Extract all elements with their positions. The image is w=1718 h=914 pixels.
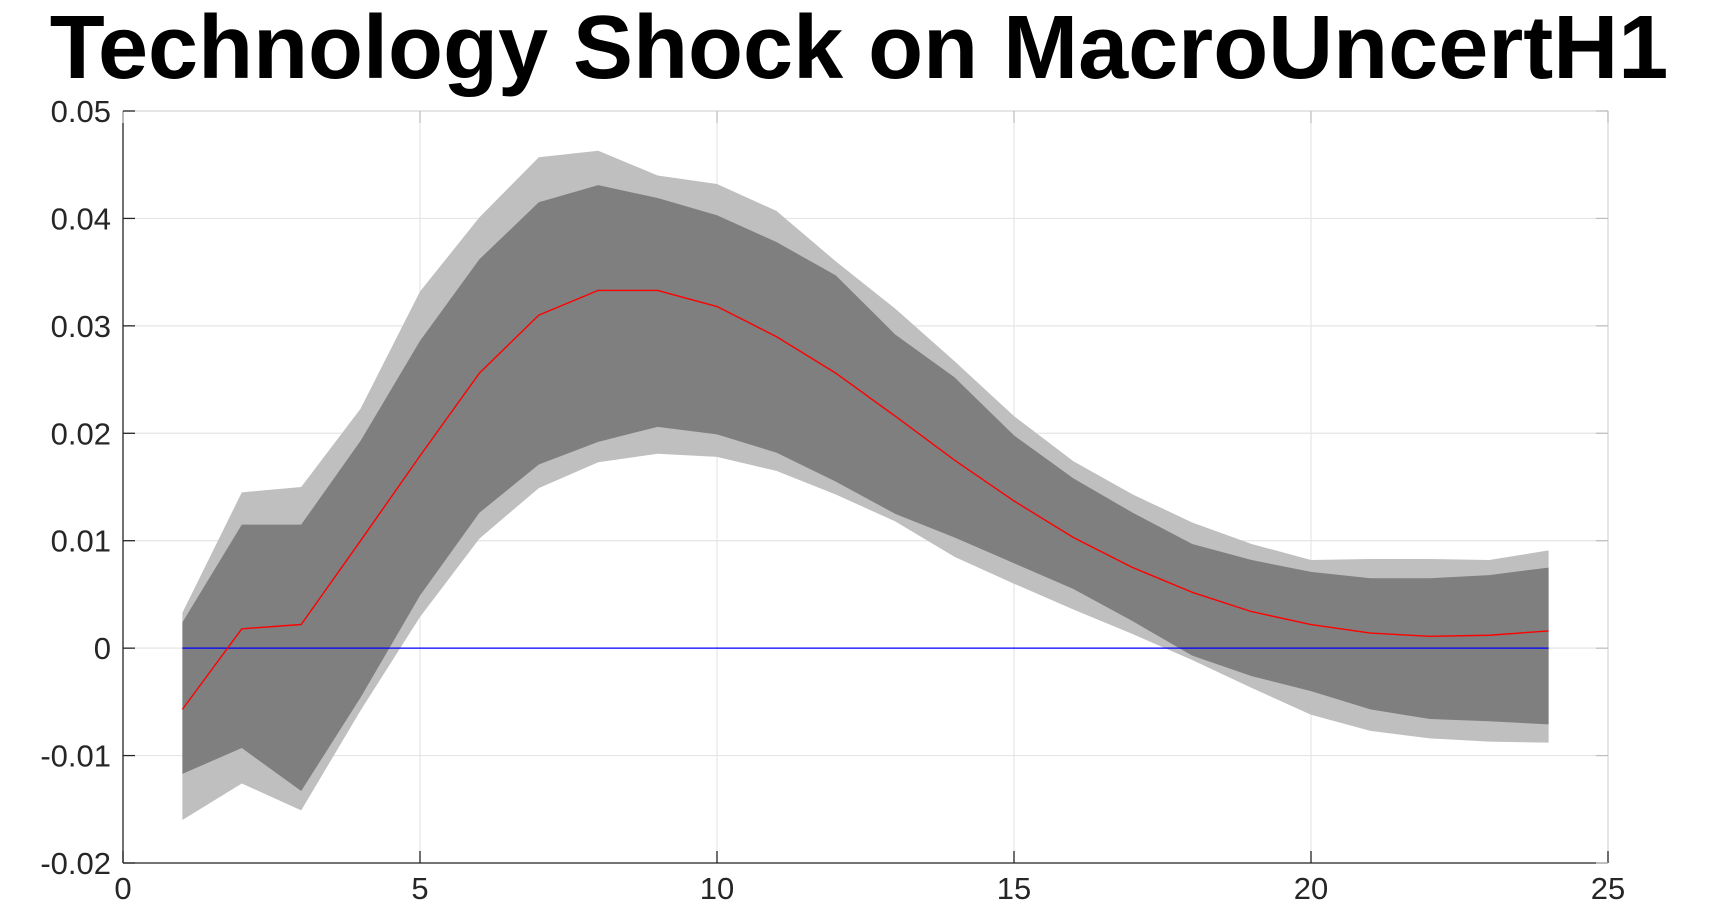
x-tick-label: 15 xyxy=(997,871,1031,906)
y-tick-label: 0.05 xyxy=(51,94,111,129)
x-tick-label: 5 xyxy=(411,871,428,906)
x-tick-label: 10 xyxy=(700,871,734,906)
y-tick-label: -0.02 xyxy=(40,846,111,881)
axes xyxy=(122,110,1609,864)
y-tick-label: 0.04 xyxy=(51,201,111,236)
median-response-line xyxy=(181,289,1549,710)
y-tick-label: 0.01 xyxy=(51,524,111,559)
chart-title: Technology Shock on MacroUncertH1 xyxy=(49,0,1669,98)
inner-confidence-band xyxy=(182,185,1549,792)
tick-labels: 0 5 10 15 20 25 -0.02 -0.01 0 0.01 0.02 0.03 0.04 0.0… xyxy=(40,94,1625,906)
y-tick-label: 0 xyxy=(94,631,111,666)
confidence-bands xyxy=(182,150,1549,821)
x-tick-label: 0 xyxy=(114,871,131,906)
response-lines xyxy=(181,289,1549,710)
y-tick-label: -0.01 xyxy=(40,739,111,774)
y-tick-label: 0.03 xyxy=(51,309,111,344)
x-tick-label: 20 xyxy=(1294,871,1328,906)
y-tick-label: 0.02 xyxy=(51,416,111,451)
x-tick-label: 25 xyxy=(1591,871,1625,906)
